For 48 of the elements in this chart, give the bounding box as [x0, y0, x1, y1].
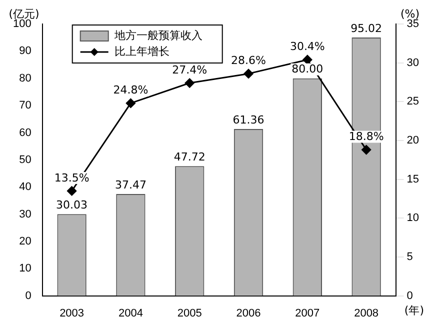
- data-label: 37.47: [114, 178, 146, 192]
- point: [184, 78, 194, 88]
- x-tick-label: 2007: [295, 307, 320, 320]
- data-label: 80.00: [292, 62, 324, 76]
- x-tick-label: 2006: [236, 307, 261, 320]
- data-label: 24.8%: [113, 84, 148, 97]
- y2-tick-label: 5: [406, 251, 413, 264]
- y2-tick-label: 30: [406, 56, 420, 69]
- y2-axis-title: (%): [400, 7, 420, 20]
- y-tick-label: 70: [19, 100, 32, 112]
- data-label: 30.03: [56, 198, 88, 212]
- y2-tick-label: 0: [406, 290, 413, 302]
- y-tick-label: 100: [12, 18, 32, 30]
- data-label: 13.5%: [54, 171, 90, 184]
- y-tick-label: 50: [19, 154, 32, 166]
- legend-label: 比上年增长: [114, 44, 170, 58]
- x-tick-label: 2008: [354, 307, 379, 320]
- y2-tick-label: 20: [406, 134, 420, 147]
- point: [244, 68, 254, 78]
- point: [67, 186, 77, 196]
- y2-tick-label: 15: [406, 173, 420, 186]
- x-axis-title: (年): [404, 304, 424, 318]
- point: [126, 98, 136, 108]
- y-tick-label: 90: [19, 45, 32, 58]
- data-label: 95.02: [350, 22, 382, 35]
- point: [302, 54, 312, 64]
- data-label: 30.4%: [290, 40, 325, 54]
- data-label: 27.4%: [172, 63, 208, 76]
- data-label: 61.36: [232, 113, 264, 126]
- legend-label: 地方一般预算收入: [113, 28, 202, 42]
- x-tick-label: 2005: [177, 307, 202, 320]
- y-tick-label: 20: [19, 235, 32, 248]
- y-axis-title: (亿元): [8, 7, 40, 20]
- y-tick-label: 40: [19, 181, 32, 194]
- y-tick-label: 10: [19, 262, 32, 275]
- y-tick-label: 0: [25, 290, 32, 302]
- y2-tick-label: 10: [406, 212, 420, 224]
- y-tick-label: 30: [19, 208, 32, 220]
- point: [362, 145, 372, 155]
- y2-tick-label: 25: [406, 96, 420, 108]
- data-label: 47.72: [174, 150, 206, 164]
- y2-tick-label: 35: [406, 18, 420, 30]
- y-tick-label: 60: [19, 126, 32, 139]
- data-label: 18.8%: [348, 130, 384, 144]
- x-tick-label: 2004: [118, 307, 143, 320]
- y-tick-label: 80: [19, 72, 32, 84]
- data-label: 28.6%: [231, 54, 266, 68]
- x-tick-label: 2003: [60, 307, 84, 320]
